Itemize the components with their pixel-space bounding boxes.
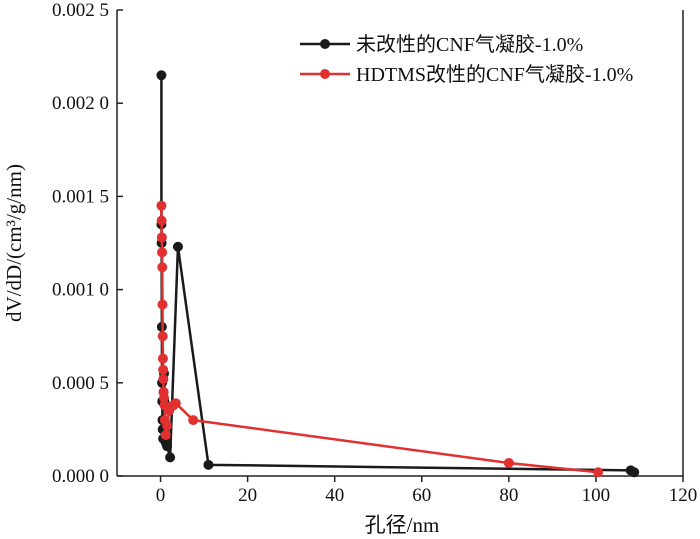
- x-tick-label: 20: [238, 485, 257, 506]
- legend-marker: [320, 39, 330, 49]
- legend-label: HDTMS改性的CNF气凝胶-1.0%: [356, 63, 633, 86]
- legend-item: HDTMS改性的CNF气凝胶-1.0%: [300, 63, 633, 86]
- data-point: [158, 374, 169, 385]
- data-point: [157, 299, 168, 310]
- legend: 未改性的CNF气凝胶-1.0% HDTMS改性的CNF气凝胶-1.0%: [300, 33, 633, 86]
- y-tick-label: 0.001 0: [52, 280, 109, 301]
- data-point: [156, 200, 167, 211]
- data-point: [156, 215, 167, 226]
- data-point: [157, 262, 168, 273]
- y-tick-label: 0.000 5: [52, 373, 109, 394]
- data-point: [203, 459, 214, 470]
- legend-item: 未改性的CNF气凝胶-1.0%: [300, 33, 583, 56]
- x-tick-label: 100: [582, 485, 611, 506]
- data-point: [165, 452, 176, 463]
- y-axis-title: dV/dD/(cm³/g/nm): [2, 164, 26, 322]
- data-point: [162, 420, 173, 431]
- data-point: [158, 364, 169, 375]
- data-point: [629, 467, 640, 478]
- legend-label: 未改性的CNF气凝胶-1.0%: [356, 33, 583, 56]
- data-point: [156, 232, 167, 243]
- data-point: [157, 353, 168, 364]
- y-tick-label: 0.002 5: [52, 0, 109, 21]
- legend-marker: [320, 69, 330, 79]
- x-tick-label: 120: [669, 485, 698, 506]
- x-tick-label: 60: [412, 485, 431, 506]
- data-point: [170, 398, 181, 409]
- x-axis-title: 孔径/nm: [365, 513, 440, 537]
- data-point: [159, 392, 170, 403]
- data-point: [593, 467, 604, 478]
- data-point: [162, 441, 173, 452]
- data-point: [172, 241, 183, 252]
- data-point: [160, 429, 171, 440]
- y-tick-label: 0.001 5: [52, 186, 109, 207]
- data-point: [503, 457, 514, 468]
- series-line: [160, 205, 599, 474]
- data-point: [156, 70, 167, 81]
- data-point: [157, 247, 168, 258]
- data-point: [157, 331, 168, 342]
- series-layer: [156, 70, 640, 478]
- axes: 0 20 40 60 80 100 120 0.000 0 0.000 5 0.001 0 0.00…: [52, 0, 697, 506]
- series-line: [160, 75, 635, 474]
- series-1: [156, 70, 640, 478]
- x-tick-label: 80: [499, 485, 518, 506]
- series-2: [156, 200, 604, 478]
- x-tick-label: 40: [325, 485, 344, 506]
- y-tick-label: 0.002 0: [52, 93, 109, 114]
- x-tick-label: 0: [156, 485, 166, 506]
- y-tick-label: 0.000 0: [52, 466, 109, 487]
- data-point: [188, 415, 199, 426]
